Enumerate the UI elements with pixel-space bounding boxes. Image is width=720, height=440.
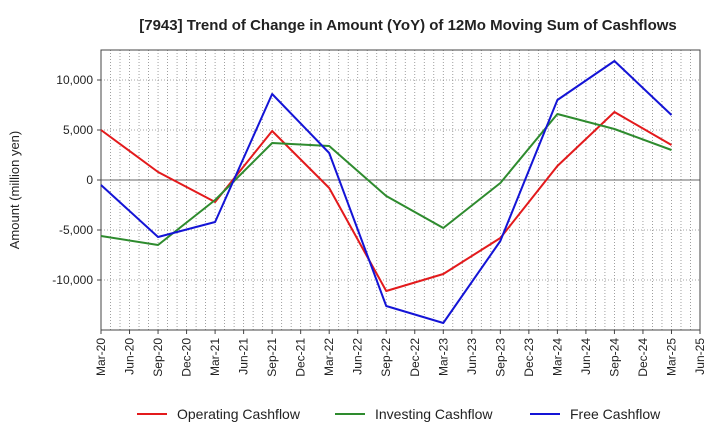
y-tick-labels: 10,000 5,000 0 -5,000 -10,000 — [52, 73, 101, 287]
x-tick-label: Dec-24 — [636, 338, 650, 377]
x-tick-labels: Mar-20 Jun-20 Sep-20 Dec-20 Mar-21 Jun-21 Sep-… — [94, 330, 707, 377]
x-tick-label: Mar-25 — [664, 338, 678, 376]
x-tick-label: Sep-20 — [151, 338, 165, 377]
legend-label: Operating Cashflow — [177, 406, 301, 422]
x-tick-label: Dec-22 — [408, 338, 422, 377]
series-layer — [100, 60, 673, 324]
x-tick-label: Jun-21 — [237, 338, 251, 375]
series-line-investing-cashflow — [100, 113, 672, 246]
x-tick-label: Sep-21 — [265, 338, 279, 377]
grid-layer — [100, 50, 701, 330]
legend-label: Investing Cashflow — [375, 406, 493, 422]
x-tick-label: Jun-20 — [123, 338, 137, 375]
y-tick-label: 0 — [86, 173, 93, 187]
legend-label: Free Cashflow — [570, 406, 661, 422]
x-tick-label: Mar-24 — [550, 338, 564, 376]
x-tick-label: Sep-23 — [493, 338, 507, 377]
y-tick-label: 10,000 — [56, 73, 93, 87]
x-tick-label: Mar-23 — [436, 338, 450, 376]
y-tick-label: -10,000 — [52, 273, 93, 287]
y-tick-label: -5,000 — [59, 223, 93, 237]
x-tick-label: Sep-24 — [607, 338, 621, 377]
series-line-operating-cashflow — [100, 111, 672, 292]
x-tick-label: Dec-21 — [294, 338, 308, 377]
chart-title: [7943] Trend of Change in Amount (YoY) o… — [139, 17, 677, 34]
x-tick-label: Mar-20 — [94, 338, 108, 376]
x-tick-label: Dec-20 — [180, 338, 194, 377]
x-tick-label: Jun-23 — [465, 338, 479, 375]
y-tick-label: 5,000 — [63, 123, 93, 137]
x-tick-label: Mar-22 — [322, 338, 336, 376]
x-tick-label: Jun-24 — [579, 338, 593, 375]
y-axis-label: Amount (million yen) — [7, 131, 22, 250]
x-tick-label: Jun-25 — [693, 338, 707, 375]
x-tick-label: Sep-22 — [379, 338, 393, 377]
legend: Operating Cashflow Investing Cashflow Free… — [137, 406, 661, 422]
x-tick-label: Jun-22 — [351, 338, 365, 375]
series-line-free-cashflow — [100, 60, 673, 324]
plot-frame — [100, 49, 701, 331]
x-tick-label: Dec-23 — [522, 338, 536, 377]
x-tick-label: Mar-21 — [208, 338, 222, 376]
